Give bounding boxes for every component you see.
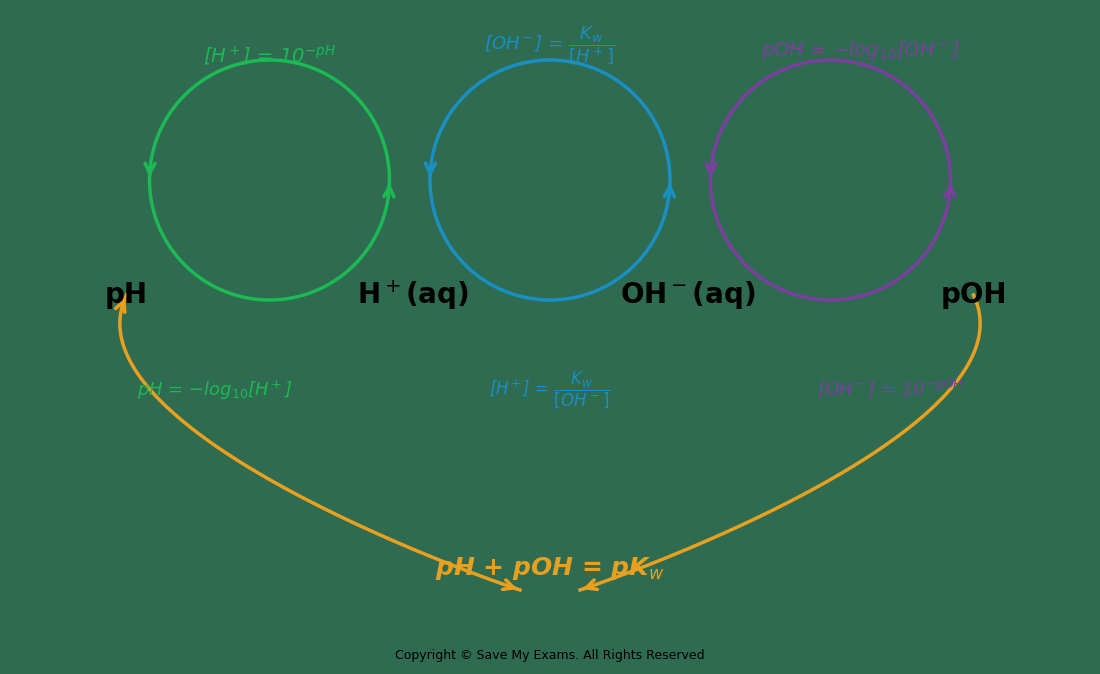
Text: pH = $-$log$_{10}$[H$^+$]: pH = $-$log$_{10}$[H$^+$]: [136, 378, 293, 402]
Text: [H$^+$] = 10$^{-pH}$: [H$^+$] = 10$^{-pH}$: [204, 43, 336, 67]
Text: pH: pH: [104, 281, 148, 309]
Text: OH$^-$(aq): OH$^-$(aq): [619, 279, 756, 311]
Text: pOH = $-$log$_{10}$[OH$^-$]: pOH = $-$log$_{10}$[OH$^-$]: [761, 38, 960, 61]
Text: [H$^+$] = $\dfrac{K_w}{[OH^-]}$: [H$^+$] = $\dfrac{K_w}{[OH^-]}$: [490, 369, 610, 410]
Text: [OH$^-$] = $\dfrac{K_w}{[H^+]}$: [OH$^-$] = $\dfrac{K_w}{[H^+]}$: [484, 24, 616, 66]
Text: pH + pOH = pK$_w$: pH + pOH = pK$_w$: [436, 555, 664, 582]
Text: [OH$^-$] = 10$^{-pOH}$: [OH$^-$] = 10$^{-pOH}$: [817, 377, 964, 399]
Text: H$^+$(aq): H$^+$(aq): [356, 278, 469, 312]
Text: pOH: pOH: [940, 281, 1006, 309]
Text: Copyright © Save My Exams. All Rights Reserved: Copyright © Save My Exams. All Rights Re…: [395, 650, 705, 663]
